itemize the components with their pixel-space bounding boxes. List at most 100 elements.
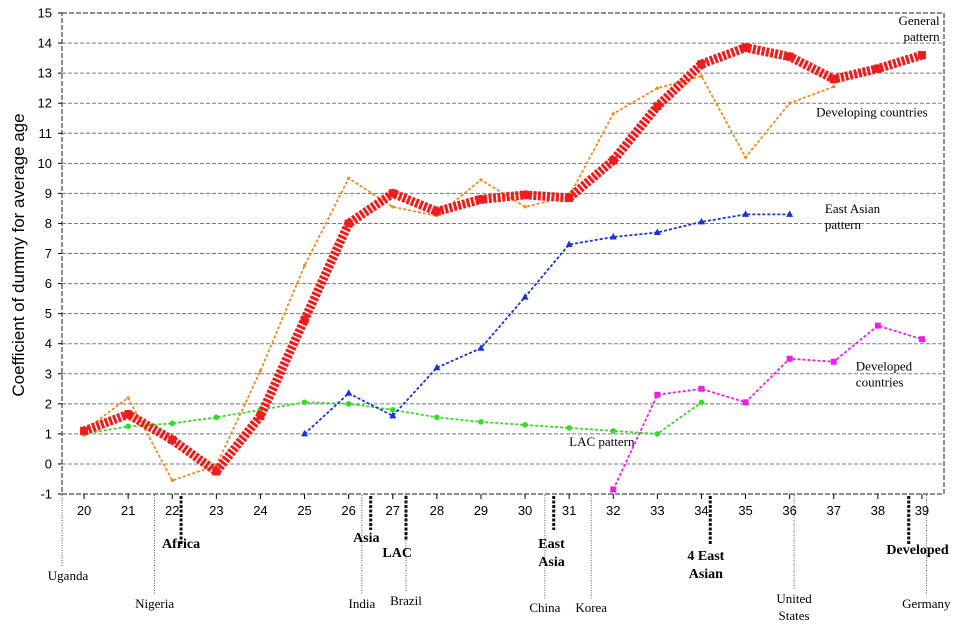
x-axis-ticks: 20 21 22 23 24 25 26 27 28 29 30 31 32 33 34 35 36 37 38 39 xyxy=(77,494,929,518)
data-point xyxy=(477,344,485,351)
gridlines xyxy=(62,42,944,465)
data-point xyxy=(697,60,706,69)
data-point xyxy=(434,414,440,421)
data-point xyxy=(786,355,793,362)
series-line xyxy=(82,43,924,476)
region-label: Asia xyxy=(353,531,379,546)
data-point xyxy=(523,205,527,209)
line-label: Developed xyxy=(856,359,913,374)
line-label: countries xyxy=(856,375,904,390)
data-point xyxy=(655,86,659,90)
series-general-pattern xyxy=(80,43,926,476)
x-tick-label: 20 xyxy=(77,503,91,518)
region-label: Africa xyxy=(162,537,200,552)
region-label: Developed xyxy=(886,543,948,558)
data-point xyxy=(785,52,794,61)
data-point xyxy=(697,217,705,225)
data-point xyxy=(170,478,174,483)
line-label: pattern xyxy=(825,217,862,232)
data-point xyxy=(388,189,397,198)
series-line xyxy=(612,324,923,490)
data-point xyxy=(832,85,836,89)
x-tick-label: 32 xyxy=(606,503,620,518)
data-point xyxy=(699,74,704,78)
data-point xyxy=(80,426,89,435)
y-tick-label: 6 xyxy=(45,276,52,291)
series-line xyxy=(83,75,835,482)
data-point xyxy=(610,486,617,493)
x-tick-label: 37 xyxy=(827,503,841,518)
line-label: pattern xyxy=(903,29,940,44)
data-point xyxy=(742,210,750,217)
data-point xyxy=(433,363,441,371)
data-point xyxy=(476,195,485,204)
data-point xyxy=(126,396,130,400)
data-point xyxy=(743,155,748,159)
line-label: LAC pattern xyxy=(569,434,635,449)
data-point xyxy=(698,399,705,406)
data-point xyxy=(566,425,572,431)
y-tick-label: 2 xyxy=(45,396,52,411)
region-label: 4 East xyxy=(687,549,724,564)
x-tick-label: 35 xyxy=(738,503,752,518)
data-point xyxy=(301,429,309,437)
data-point xyxy=(609,156,618,165)
x-tick-label: 25 xyxy=(297,503,311,518)
x-tick-label: 24 xyxy=(253,503,267,518)
line-label: General xyxy=(898,13,940,28)
y-tick-label: 8 xyxy=(45,216,52,231)
x-tick-label: 38 xyxy=(871,503,885,518)
data-point xyxy=(611,112,615,116)
data-point xyxy=(874,322,881,329)
data-point xyxy=(521,190,530,199)
y-tick-label: 14 xyxy=(38,36,52,51)
data-point xyxy=(741,43,750,52)
data-point xyxy=(479,178,483,182)
data-point xyxy=(302,263,307,268)
data-point xyxy=(389,407,396,413)
y-tick-label: 3 xyxy=(45,366,52,381)
data-point xyxy=(788,101,792,105)
region-label: LAC xyxy=(382,546,412,561)
region-label: Asian xyxy=(689,567,723,582)
data-point xyxy=(347,176,351,180)
data-point xyxy=(256,411,265,420)
data-point xyxy=(478,419,484,425)
y-tick-label: 11 xyxy=(39,126,53,141)
y-tick-label: -1 xyxy=(40,487,52,502)
x-tick-label: 31 xyxy=(562,503,576,518)
data-point xyxy=(168,435,177,444)
data-point xyxy=(345,401,352,407)
series-developed-countries xyxy=(610,322,925,493)
data-point xyxy=(301,399,308,406)
data-point xyxy=(918,336,925,343)
data-point xyxy=(654,431,661,437)
series-line xyxy=(303,213,790,435)
line-label: East Asian xyxy=(825,201,881,216)
data-point xyxy=(124,410,133,419)
x-tick-label: 30 xyxy=(518,503,532,518)
x-tick-label: 28 xyxy=(430,503,444,518)
data-point xyxy=(391,205,395,209)
country-label: Germany xyxy=(902,596,951,611)
data-point xyxy=(565,240,573,247)
region-label: East xyxy=(538,537,565,552)
data-point xyxy=(522,422,528,428)
series-group xyxy=(80,43,926,493)
country-label: India xyxy=(349,596,376,611)
data-point xyxy=(212,467,221,476)
data-point xyxy=(565,193,574,202)
country-label: Nigeria xyxy=(135,596,174,611)
x-tick-label: 39 xyxy=(915,503,929,518)
data-point xyxy=(300,315,309,324)
x-tick-label: 27 xyxy=(386,503,400,518)
data-point xyxy=(786,210,794,217)
country-label: Brazil xyxy=(390,593,422,608)
country-label: China xyxy=(529,600,560,615)
data-point xyxy=(654,391,661,398)
country-label: Korea xyxy=(575,600,607,615)
country-label: United xyxy=(776,591,812,606)
data-point xyxy=(389,411,397,419)
y-tick-label: 0 xyxy=(45,456,52,471)
